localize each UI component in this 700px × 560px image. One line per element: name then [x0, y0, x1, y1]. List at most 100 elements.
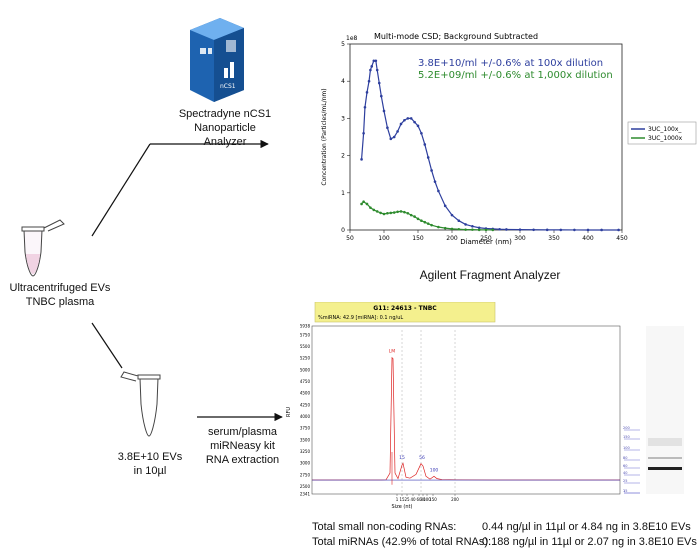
fa-header: [314, 302, 496, 323]
csd-point-100x: [363, 105, 367, 109]
csd-point-100x: [369, 68, 372, 72]
csd-point-1000x: [437, 225, 440, 229]
fa-trace-red: [312, 356, 620, 481]
csd-xtick-label: 350: [548, 235, 560, 242]
fa-chart: G11: 24613 - TNBC %miRNA: 42.9 [miRNA]: …: [286, 302, 684, 510]
connector-line-down: [91, 322, 123, 369]
csd-point-100x: [375, 68, 379, 72]
gel-ladder-label: 15: [623, 489, 627, 493]
fa-xtick-label: 100: [423, 497, 431, 502]
csd-ytick-label: 2: [341, 153, 345, 160]
csd-point-1000x: [491, 228, 495, 232]
fa-ytick-label: 4250: [300, 402, 311, 407]
csd-point-100x: [477, 226, 481, 230]
fa-ytick-label: 5750: [300, 332, 311, 337]
csd-point-100x: [386, 126, 389, 129]
csd-point-100x: [365, 91, 369, 94]
csd-exponent: 1e8: [346, 35, 358, 42]
csd-point-1000x: [450, 227, 454, 231]
csd-point-100x: [406, 117, 410, 120]
csd-title: Multi-mode CSD; Background Subtracted: [374, 32, 538, 41]
fa-xtick-label: 60: [416, 497, 422, 502]
csd-point-100x: [377, 81, 381, 85]
csd-point-100x: [600, 228, 603, 232]
csd-point-100x: [443, 204, 447, 208]
csd-point-100x: [370, 65, 374, 68]
instrument-label-line2: Analyzer: [203, 136, 247, 148]
csd-point-1000x: [360, 202, 363, 206]
fa-trace-layer: LM 15 56 100: [312, 349, 620, 485]
csd-point-1000x: [386, 211, 389, 215]
csd-point-1000x: [362, 200, 365, 204]
fa-ytick-label: 4500: [300, 391, 311, 396]
fa-peak-label: 15: [399, 455, 405, 461]
fa-header-sub: %miRNA: 42.9 [miRNA]: 0.1 ng/uL: [318, 315, 403, 321]
csd-point-1000x: [392, 211, 396, 214]
sample-label-line1: Ultracentrifuged EVs: [9, 282, 111, 294]
gel-ladder-label: 25: [623, 479, 627, 483]
legend-label-100x: 3UC_100x_: [648, 126, 682, 133]
csd-series-layer: [360, 59, 620, 232]
csd-annotation-2: 5.2E+09/ml +/-0.6% at 1,000x dilution: [418, 70, 613, 81]
fa-ytick-label: 4000: [300, 414, 311, 419]
fa-ytick-label: 5250: [300, 356, 311, 361]
fa-xtick-label: 25: [404, 497, 410, 502]
gel-lane: [646, 326, 684, 494]
csd-point-1000x: [457, 227, 461, 231]
fa-ytick-label: 4750: [300, 379, 311, 384]
csd-point-100x: [360, 158, 363, 161]
fa-ytick-label: 5000: [300, 367, 311, 372]
fragment-analyzer-title: Agilent Fragment Analyzer: [419, 268, 561, 282]
csd-point-1000x: [477, 228, 481, 232]
fa-peak-label: 56: [419, 455, 425, 461]
csd-point-100x: [545, 228, 549, 232]
csd-point-1000x: [396, 210, 399, 214]
csd-point-100x: [423, 143, 427, 146]
csd-point-100x: [379, 94, 383, 98]
fa-plot-area: [311, 325, 621, 495]
kit-label-line2: miRNeasy kit: [210, 440, 275, 452]
csd-point-1000x: [484, 228, 488, 232]
csd-point-1000x: [464, 228, 467, 231]
csd-point-1000x: [369, 206, 372, 209]
fa-xtick-label: 15: [399, 497, 405, 502]
csd-ytick-label: 1: [341, 190, 345, 197]
fa-xtick-label: 150: [429, 497, 437, 502]
gel-band-faint: [648, 457, 682, 459]
gel-lane-layer: 200 150 100 80 60 40 25 151: [623, 426, 682, 494]
gel-ladder-label: 100: [623, 446, 630, 450]
csd-point-100x: [392, 135, 396, 139]
microtube-icon: [21, 219, 65, 277]
fa-ytick-label: 2750: [300, 472, 311, 477]
csd-point-1000x: [430, 223, 433, 227]
csd-point-100x: [362, 131, 365, 135]
csd-point-100x: [382, 109, 386, 113]
csd-xtick-label: 50: [346, 235, 354, 242]
csd-point-1000x: [382, 212, 386, 216]
csd-point-100x: [457, 219, 461, 222]
csd-point-100x: [586, 228, 590, 232]
sample-label: Ultracentrifuged EVs TNBC plasma: [0, 281, 120, 309]
fa-peak-label: LM: [389, 349, 396, 355]
csd-point-1000x: [416, 217, 420, 221]
gel-ladder-label: 80: [623, 456, 627, 460]
csd-point-100x: [532, 228, 535, 232]
result-row-1-value: 0.44 ng/µl in 11µl or 4.84 ng in 3.8E10 …: [482, 521, 691, 533]
fa-ytick-label: 2500: [300, 484, 311, 489]
csd-xlabel: Diameter (nm): [460, 238, 512, 246]
result-row-2-label: Total miRNAs (42.9% of total RNAs):: [312, 536, 492, 548]
fa-ytick-label: 5938: [300, 324, 311, 329]
csd-chart: Multi-mode CSD; Background Subtracted 1e…: [321, 32, 697, 246]
csd-point-100x: [518, 228, 522, 231]
fa-xtick-label: 80: [420, 497, 426, 502]
csd-ytick-label: 0: [341, 227, 345, 234]
csd-point-1000x: [443, 226, 447, 230]
csd-point-1000x: [426, 222, 430, 225]
fa-ylabel: RFU: [286, 407, 292, 417]
csd-point-100x: [437, 189, 440, 193]
csd-point-100x: [559, 228, 563, 232]
csd-xtick-label: 300: [514, 235, 526, 242]
fa-xlabel: Size (nt): [392, 504, 413, 510]
